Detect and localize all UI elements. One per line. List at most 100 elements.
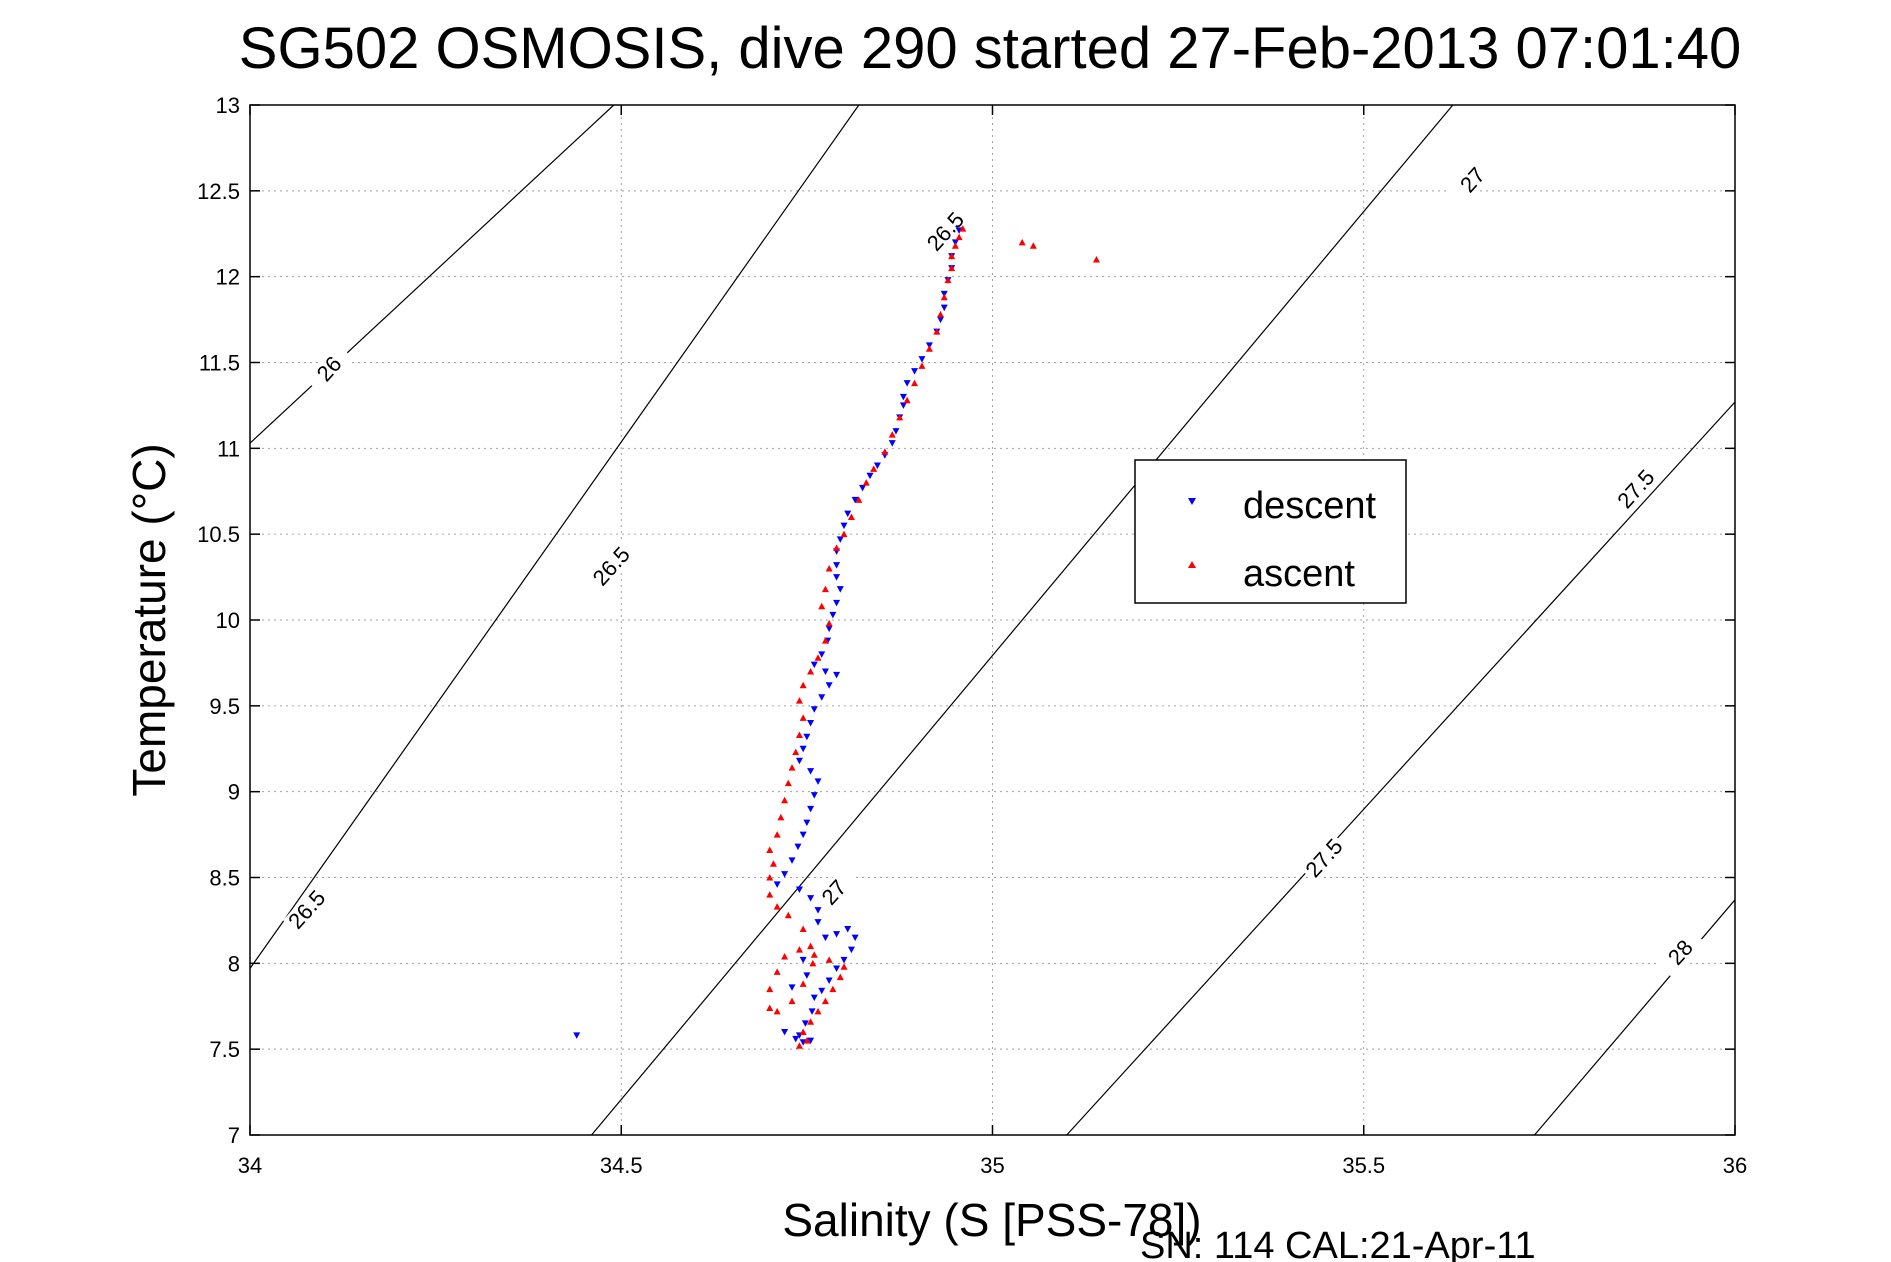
x-tick-labels: 34 34.5 35 35.5 36 bbox=[238, 1153, 1747, 1178]
ascent-point bbox=[948, 252, 956, 260]
descent-point bbox=[799, 745, 807, 753]
contour-label-background bbox=[305, 343, 354, 395]
ascent-point bbox=[1029, 242, 1037, 249]
ascent-point bbox=[766, 891, 774, 898]
ascent-point bbox=[792, 748, 800, 756]
ascent-point bbox=[766, 846, 774, 854]
chart-title: SG502 OSMOSIS, dive 290 started 27-Feb-2… bbox=[239, 16, 1741, 81]
descent-point bbox=[573, 1032, 581, 1039]
contour-label-background bbox=[1448, 155, 1498, 206]
y-tick-label: 11.5 bbox=[199, 351, 240, 376]
ascent-point bbox=[825, 619, 833, 627]
x-tick-label: 35 bbox=[980, 1153, 1004, 1178]
ascent-point bbox=[795, 731, 803, 739]
ascent-point bbox=[814, 654, 822, 661]
density-contour-line bbox=[249, 104, 860, 969]
descent-point bbox=[807, 720, 815, 727]
contour-label: 27.5 bbox=[1300, 833, 1349, 884]
ascent-point bbox=[881, 448, 889, 455]
descent-series bbox=[573, 227, 963, 1046]
density-contour-line bbox=[1066, 401, 1736, 1136]
density-contour-line bbox=[249, 104, 615, 444]
descent-point bbox=[859, 484, 867, 492]
descent-point bbox=[892, 428, 900, 435]
y-tick-label: 10.5 bbox=[197, 522, 240, 547]
descent-point bbox=[833, 671, 841, 679]
ascent-point bbox=[788, 764, 796, 771]
density-contour-line bbox=[591, 104, 1454, 1136]
descent-point bbox=[825, 625, 833, 633]
descent-point bbox=[844, 510, 852, 518]
descent-point bbox=[851, 496, 859, 504]
ascent-point bbox=[799, 925, 807, 932]
descent-point bbox=[937, 316, 945, 324]
ascent-point bbox=[951, 242, 959, 249]
ascent-point bbox=[810, 951, 818, 958]
ascent-point bbox=[788, 997, 796, 1005]
ascent-point bbox=[781, 796, 789, 804]
descent-point bbox=[833, 562, 841, 569]
serial-calibration-label: SN: 114 CAL:21-Apr-11 bbox=[1140, 1225, 1536, 1262]
ascent-point bbox=[836, 973, 844, 981]
descent-point bbox=[814, 907, 822, 914]
ascent-point bbox=[896, 413, 904, 421]
descent-point bbox=[836, 586, 844, 593]
descent-point bbox=[818, 694, 826, 701]
descent-point bbox=[807, 768, 815, 775]
legend-descent-label: descent bbox=[1243, 485, 1377, 527]
contour-label-background bbox=[282, 884, 332, 936]
descent-point bbox=[795, 886, 803, 894]
descent-point bbox=[814, 919, 822, 926]
ascent-point bbox=[807, 1018, 815, 1025]
legend: descent ascent bbox=[1134, 459, 1407, 604]
y-axis-label: Temperature (°C) bbox=[123, 443, 175, 796]
y-tick-labels: 7 7.5 8 8.5 9 9.5 10 10.5 11 11.5 12 12.5 13 bbox=[197, 93, 240, 1148]
ascent-point bbox=[803, 1037, 811, 1044]
ascent-point bbox=[809, 959, 817, 967]
ascent-point bbox=[795, 697, 803, 704]
ascent-point bbox=[944, 276, 952, 284]
descent-point bbox=[781, 1029, 789, 1036]
contour-label-background bbox=[587, 541, 636, 592]
descent-point bbox=[888, 440, 896, 447]
ascent-point bbox=[940, 293, 948, 301]
descent-point bbox=[803, 733, 811, 741]
descent-point bbox=[818, 651, 826, 658]
axis-ticks bbox=[249, 104, 1736, 1136]
ascent-point bbox=[799, 714, 807, 721]
ascent-point bbox=[773, 903, 781, 910]
ascent-series bbox=[766, 225, 1100, 1049]
legend-ascent-label: ascent bbox=[1243, 553, 1355, 595]
descent-point bbox=[833, 931, 841, 938]
ascent-point bbox=[784, 779, 792, 787]
descent-point bbox=[788, 984, 796, 991]
ascent-point bbox=[773, 831, 781, 838]
descent-point bbox=[851, 934, 859, 942]
descent-point bbox=[803, 819, 811, 827]
descent-point bbox=[814, 778, 822, 785]
ascent-point bbox=[814, 1007, 822, 1015]
ascent-point bbox=[795, 946, 803, 953]
descent-point bbox=[940, 304, 948, 312]
ascent-point bbox=[1092, 256, 1100, 263]
ascent-point bbox=[795, 1042, 803, 1049]
y-tick-label: 9.5 bbox=[209, 694, 240, 719]
y-tick-label: 11 bbox=[217, 436, 240, 461]
ascent-point bbox=[862, 479, 870, 486]
y-tick-label: 7 bbox=[228, 1123, 240, 1148]
descent-point bbox=[788, 857, 796, 864]
x-axis-label: Salinity (S [PSS-78]) bbox=[782, 1194, 1201, 1246]
ascent-point bbox=[847, 513, 855, 520]
legend-ascent-marker bbox=[1188, 561, 1196, 568]
ascent-point bbox=[948, 264, 956, 272]
descent-point bbox=[807, 1037, 815, 1045]
ascent-point bbox=[818, 602, 826, 610]
ascent-point bbox=[773, 1007, 781, 1015]
ascent-point bbox=[1018, 238, 1026, 246]
descent-point bbox=[899, 402, 907, 409]
ascent-point bbox=[825, 956, 833, 963]
legend-box bbox=[1134, 459, 1407, 604]
x-tick-label: 34 bbox=[238, 1153, 262, 1178]
descent-point bbox=[911, 368, 919, 375]
